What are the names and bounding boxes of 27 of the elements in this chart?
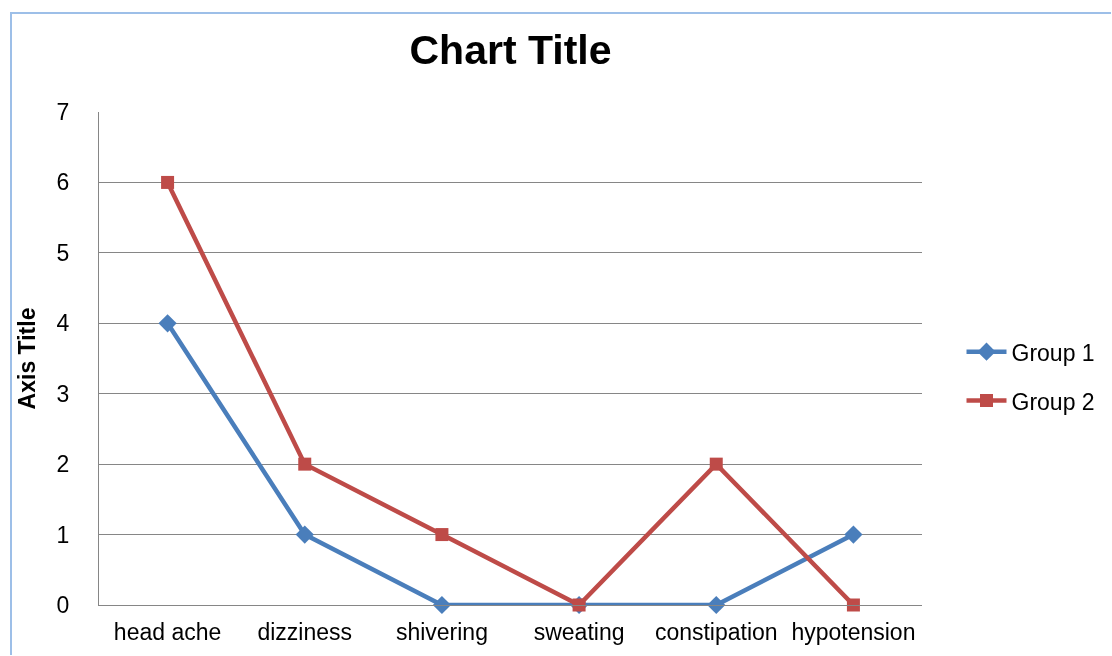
legend-label: Group 1	[1011, 339, 1095, 366]
point	[844, 525, 863, 544]
y-tick-label: 1	[56, 521, 70, 548]
chart-title: Chart Title	[409, 27, 612, 74]
point	[158, 314, 177, 333]
point	[709, 457, 723, 471]
x-tick-label: shivering	[395, 618, 488, 645]
y-tick-label: 4	[56, 310, 70, 337]
x-tick-label: hypotension	[791, 618, 916, 645]
point	[161, 175, 175, 189]
y-axis-title: Axis Title	[14, 307, 41, 410]
y-tick-label: 0	[56, 592, 70, 619]
x-tick-label: sweating	[533, 618, 625, 645]
point	[432, 595, 452, 615]
y-tick-label: 3	[56, 380, 70, 407]
point	[435, 528, 449, 542]
point	[298, 457, 312, 471]
legend-label: Group 2	[1011, 388, 1095, 415]
x-tick-label: dizziness	[257, 618, 353, 645]
point	[295, 525, 314, 544]
y-tick-label: 7	[56, 99, 70, 126]
x-tick-label: constipation	[654, 618, 778, 645]
x-tick-label: head ache	[113, 618, 222, 645]
y-tick-label: 6	[56, 169, 70, 196]
y-tick-label: 2	[56, 451, 70, 478]
y-tick-label: 5	[56, 239, 70, 266]
point	[846, 598, 860, 612]
